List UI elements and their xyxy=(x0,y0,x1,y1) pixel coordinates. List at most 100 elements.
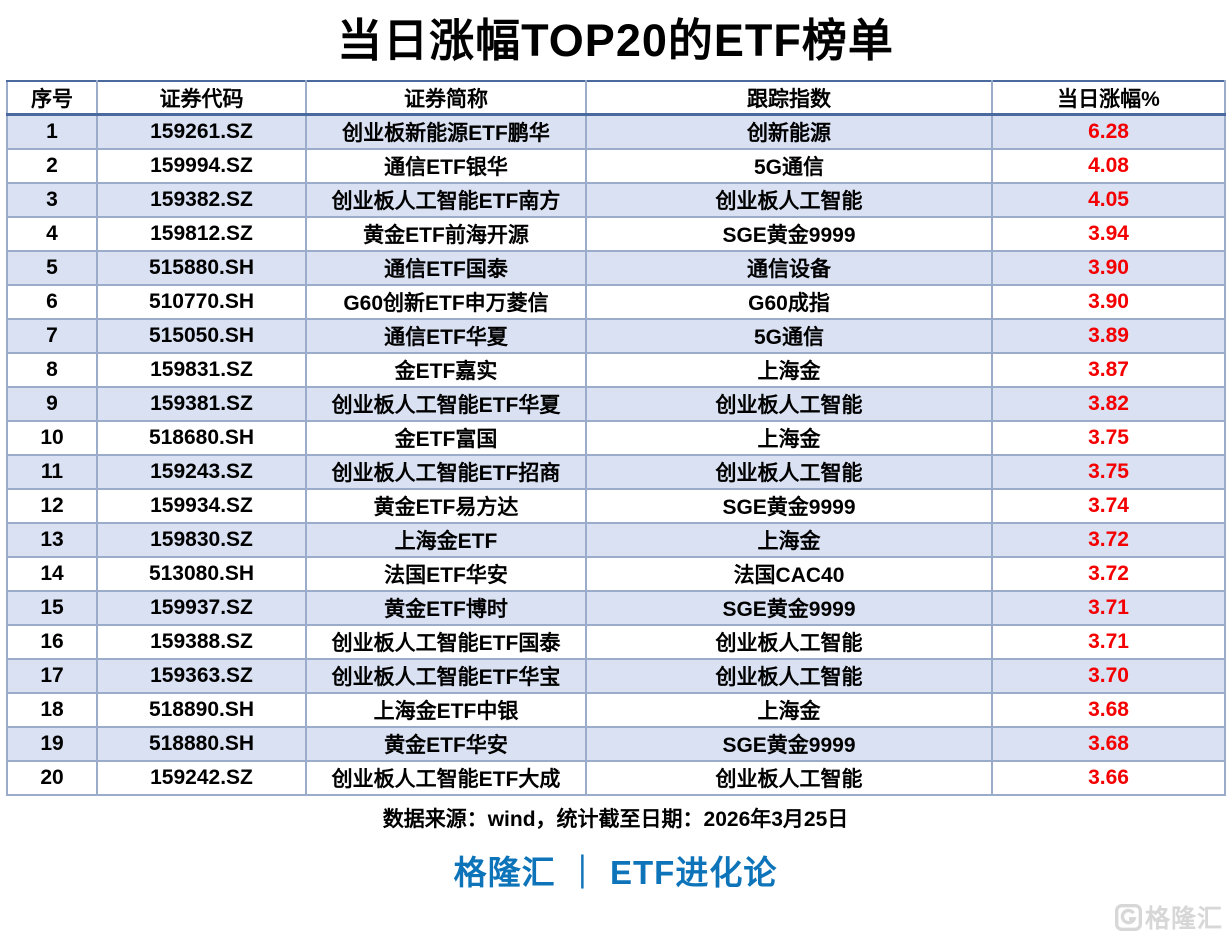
cell-change: 3.68 xyxy=(991,726,1226,762)
cell-code: 518680.SH xyxy=(96,420,307,456)
cell-code: 159243.SZ xyxy=(96,454,307,490)
cell-rank: 17 xyxy=(6,658,98,694)
cell-name: 上海金ETF xyxy=(305,522,587,558)
cell-rank: 10 xyxy=(6,420,98,456)
table-row: 16 159388.SZ 创业板人工智能ETF国泰 创业板人工智能 3.71 xyxy=(6,624,1226,660)
gelonghui-logo-icon xyxy=(1114,903,1142,931)
cell-rank: 11 xyxy=(6,454,98,490)
cell-change: 4.05 xyxy=(991,182,1226,218)
cell-name: 黄金ETF易方达 xyxy=(305,488,587,524)
cell-index: SGE黄金9999 xyxy=(585,726,993,762)
cell-name: 创业板新能源ETF鹏华 xyxy=(305,113,587,150)
table-row: 17 159363.SZ 创业板人工智能ETF华宝 创业板人工智能 3.70 xyxy=(6,658,1226,694)
cell-index: 通信设备 xyxy=(585,250,993,286)
cell-name: 创业板人工智能ETF国泰 xyxy=(305,624,587,660)
table-row: 3 159382.SZ 创业板人工智能ETF南方 创业板人工智能 4.05 xyxy=(6,182,1226,218)
cell-code: 159381.SZ xyxy=(96,386,307,422)
cell-index: 上海金 xyxy=(585,692,993,728)
cell-change: 3.90 xyxy=(991,250,1226,286)
cell-name: 黄金ETF华安 xyxy=(305,726,587,762)
watermark-label: 格隆汇 xyxy=(1144,905,1223,933)
cell-index: SGE黄金9999 xyxy=(585,488,993,524)
cell-index: 上海金 xyxy=(585,420,993,456)
cell-code: 159994.SZ xyxy=(96,148,307,184)
cell-name: 金ETF嘉实 xyxy=(305,352,587,388)
cell-change: 3.71 xyxy=(991,624,1226,660)
cell-code: 159363.SZ xyxy=(96,658,307,694)
cell-index: 法国CAC40 xyxy=(585,556,993,592)
cell-index: 创业板人工智能 xyxy=(585,624,993,660)
cell-index: SGE黄金9999 xyxy=(585,590,993,626)
cell-change: 3.90 xyxy=(991,284,1226,320)
cell-change: 3.66 xyxy=(991,760,1226,796)
cell-change: 4.08 xyxy=(991,148,1226,184)
data-source-note: 数据来源：wind，统计截至日期：2026年3月25日 xyxy=(382,808,849,831)
cell-code: 159388.SZ xyxy=(96,624,307,660)
cell-change: 3.75 xyxy=(991,420,1226,456)
table-row: 8 159831.SZ 金ETF嘉实 上海金 3.87 xyxy=(6,352,1226,388)
table-row: 14 513080.SH 法国ETF华安 法国CAC40 3.72 xyxy=(6,556,1226,592)
cell-code: 159937.SZ xyxy=(96,590,307,626)
cell-index: 创业板人工智能 xyxy=(585,182,993,218)
cell-name: 法国ETF华安 xyxy=(305,556,587,592)
cell-code: 159830.SZ xyxy=(96,522,307,558)
cell-rank: 15 xyxy=(6,590,98,626)
cell-code: 513080.SH xyxy=(96,556,307,592)
table-header: 序号 证券代码 证券简称 跟踪指数 当日涨幅% xyxy=(6,80,1226,116)
cell-name: 金ETF富国 xyxy=(305,420,587,456)
cell-rank: 7 xyxy=(6,318,98,354)
cell-rank: 3 xyxy=(6,182,98,218)
cell-code: 159934.SZ xyxy=(96,488,307,524)
table-row: 15 159937.SZ 黄金ETF博时 SGE黄金9999 3.71 xyxy=(6,590,1226,626)
table-row: 20 159242.SZ 创业板人工智能ETF大成 创业板人工智能 3.66 xyxy=(6,760,1226,796)
table-row: 4 159812.SZ 黄金ETF前海开源 SGE黄金9999 3.94 xyxy=(6,216,1226,252)
cell-change: 3.70 xyxy=(991,658,1226,694)
cell-change: 3.72 xyxy=(991,556,1226,592)
page-title: 当日涨幅TOP20的ETF榜单 xyxy=(337,15,894,66)
cell-rank: 20 xyxy=(6,760,98,796)
cell-name: 创业板人工智能ETF华宝 xyxy=(305,658,587,694)
cell-index: 创业板人工智能 xyxy=(585,658,993,694)
table-row: 12 159934.SZ 黄金ETF易方达 SGE黄金9999 3.74 xyxy=(6,488,1226,524)
cell-rank: 5 xyxy=(6,250,98,286)
cell-rank: 9 xyxy=(6,386,98,422)
table-row: 2 159994.SZ 通信ETF银华 5G通信 4.08 xyxy=(6,148,1226,184)
cell-index: 创业板人工智能 xyxy=(585,760,993,796)
table-body: 1 159261.SZ 创业板新能源ETF鹏华 创新能源 6.28 2 159994.SZ 通… xyxy=(6,113,1226,796)
cell-rank: 13 xyxy=(6,522,98,558)
table-row: 9 159381.SZ 创业板人工智能ETF华夏 创业板人工智能 3.82 xyxy=(6,386,1226,422)
cell-code: 159242.SZ xyxy=(96,760,307,796)
cell-name: 通信ETF银华 xyxy=(305,148,587,184)
cell-rank: 4 xyxy=(6,216,98,252)
table-row: 6 510770.SH G60创新ETF申万菱信 G60成指 3.90 xyxy=(6,284,1226,320)
cell-code: 159812.SZ xyxy=(96,216,307,252)
cell-name: 黄金ETF博时 xyxy=(305,590,587,626)
cell-rank: 14 xyxy=(6,556,98,592)
cell-rank: 8 xyxy=(6,352,98,388)
cell-name: 创业板人工智能ETF招商 xyxy=(305,454,587,490)
cell-index: 上海金 xyxy=(585,352,993,388)
table-row: 7 515050.SH 通信ETF华夏 5G通信 3.89 xyxy=(6,318,1226,354)
cell-code: 518880.SH xyxy=(96,726,307,762)
cell-index: 5G通信 xyxy=(585,148,993,184)
cell-change: 3.94 xyxy=(991,216,1226,252)
table-row: 5 515880.SH 通信ETF国泰 通信设备 3.90 xyxy=(6,250,1226,286)
cell-change: 3.89 xyxy=(991,318,1226,354)
cell-code: 510770.SH xyxy=(96,284,307,320)
cell-rank: 1 xyxy=(6,113,98,150)
header-index: 跟踪指数 xyxy=(585,80,993,116)
table-row: 1 159261.SZ 创业板新能源ETF鹏华 创新能源 6.28 xyxy=(6,113,1226,150)
header-change: 当日涨幅% xyxy=(991,80,1226,116)
cell-index: G60成指 xyxy=(585,284,993,320)
header-rank: 序号 xyxy=(6,80,98,116)
cell-index: SGE黄金9999 xyxy=(585,216,993,252)
cell-name: G60创新ETF申万菱信 xyxy=(305,284,587,320)
cell-code: 518890.SH xyxy=(96,692,307,728)
cell-name: 创业板人工智能ETF大成 xyxy=(305,760,587,796)
cell-name: 创业板人工智能ETF南方 xyxy=(305,182,587,218)
table-row: 13 159830.SZ 上海金ETF 上海金 3.72 xyxy=(6,522,1226,558)
cell-name: 通信ETF国泰 xyxy=(305,250,587,286)
table-row: 11 159243.SZ 创业板人工智能ETF招商 创业板人工智能 3.75 xyxy=(6,454,1226,490)
cell-code: 159831.SZ xyxy=(96,352,307,388)
cell-rank: 12 xyxy=(6,488,98,524)
